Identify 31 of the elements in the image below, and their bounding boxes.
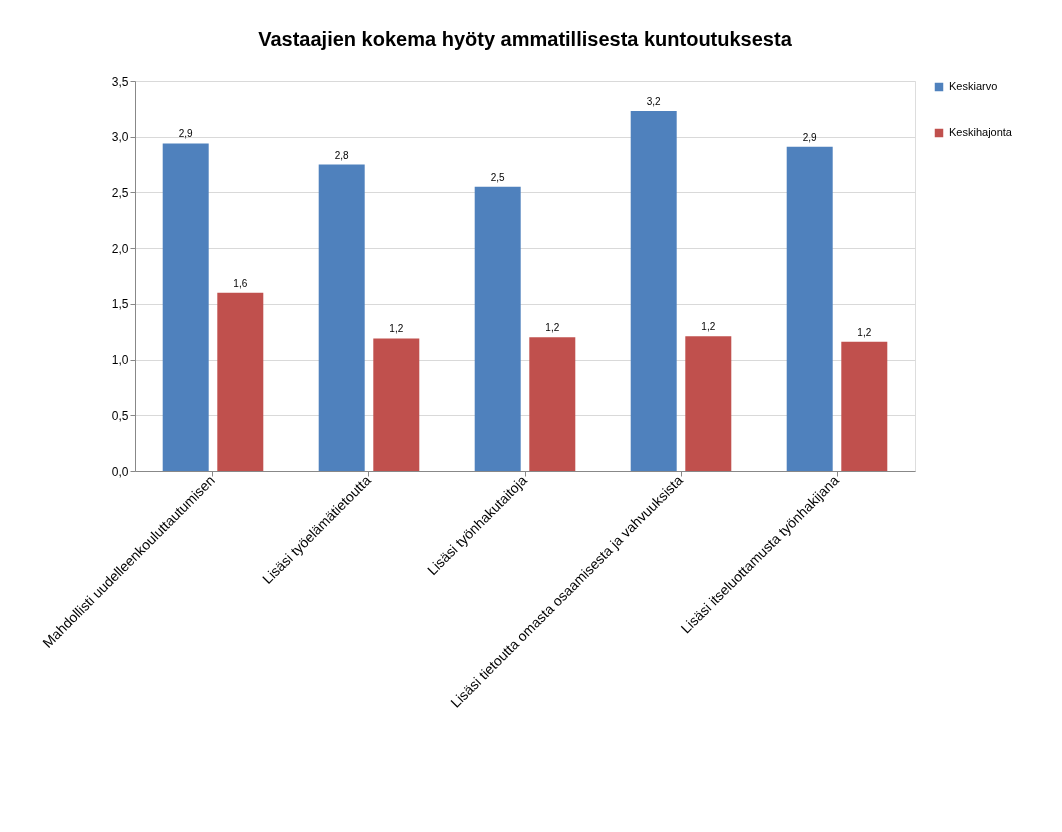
y-tick-label: 0,0 xyxy=(111,464,129,479)
data-label: 2,5 xyxy=(490,171,506,183)
bar xyxy=(529,337,576,471)
bar xyxy=(373,338,420,471)
legend-label: Keskihajonta xyxy=(949,126,1013,138)
bar xyxy=(841,341,888,471)
data-label: 2,9 xyxy=(802,131,818,143)
data-label: 3,2 xyxy=(646,96,662,108)
data-label: 1,2 xyxy=(701,321,716,333)
bar xyxy=(630,111,677,471)
y-tick-label: 3,5 xyxy=(111,74,129,89)
data-label: 1,2 xyxy=(389,323,404,335)
legend-label: Keskiarvo xyxy=(949,80,998,92)
chart-title: Vastaajien kokema hyöty ammatillisesta kuntoutuksesta xyxy=(258,28,793,50)
y-tick-label: 1,5 xyxy=(111,297,129,312)
bar xyxy=(474,186,521,471)
y-tick-label: 3,0 xyxy=(111,130,129,145)
data-label: 2,9 xyxy=(178,128,194,140)
data-label: 1,2 xyxy=(857,326,872,338)
data-label: 1,2 xyxy=(545,322,560,334)
bar xyxy=(162,143,209,471)
bar xyxy=(685,336,732,471)
y-tick-label: 2,0 xyxy=(111,241,129,256)
y-tick-label: 1,0 xyxy=(111,353,129,368)
bar xyxy=(786,146,833,471)
bar xyxy=(217,292,264,471)
y-tick-label: 2,5 xyxy=(111,185,129,200)
data-label: 1,6 xyxy=(233,277,248,289)
y-tick-label: 0,5 xyxy=(111,408,129,423)
bar xyxy=(318,164,365,471)
data-label: 2,8 xyxy=(334,149,350,161)
